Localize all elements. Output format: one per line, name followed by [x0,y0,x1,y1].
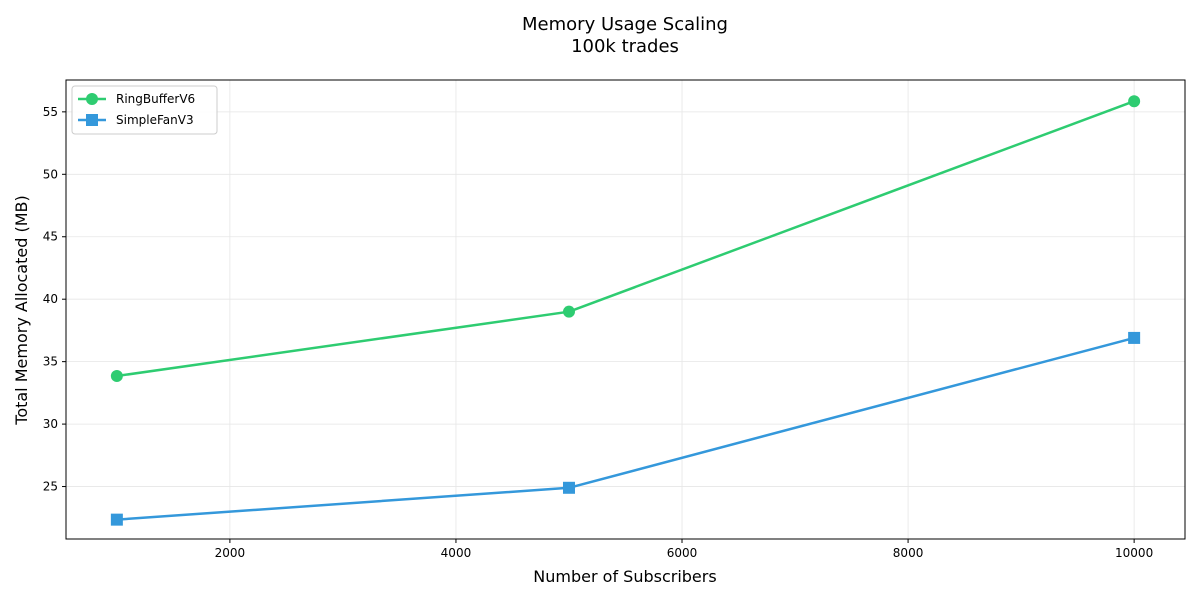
x-tick-label: 2000 [215,546,246,560]
y-tick-label: 45 [43,230,58,244]
x-axis-label: Number of Subscribers [533,567,716,586]
legend-box [71,85,218,135]
x-tick-label: 4000 [441,546,472,560]
y-axis-label: Total Memory Allocated (MB) [12,195,31,425]
axis-ticks: 2000 4000 6000 8000 10000 25 30 35 40 45 50 55 [43,105,1154,560]
series-ringbufferv6 [110,95,1141,383]
x-tick-label: 10000 [1115,546,1153,560]
grid-lines [66,80,1185,539]
series-lines [110,95,1141,526]
y-tick-label: 25 [43,480,58,494]
legend-marker [86,93,98,105]
data-point [562,481,575,494]
series-simplefanv3 [110,331,1141,526]
y-tick-label: 30 [43,417,58,431]
legend-item: SimpleFanV3 [78,113,194,127]
x-tick-label: 6000 [667,546,698,560]
y-tick-label: 35 [43,355,58,369]
y-tick-label: 55 [43,105,58,119]
data-point [110,370,123,383]
legend: RingBufferV6 SimpleFanV3 [71,85,218,135]
chart-subtitle: 100k trades [571,36,679,57]
data-point [1128,95,1141,108]
chart-title: Memory Usage Scaling [522,14,728,35]
legend-item: RingBufferV6 [78,92,195,106]
data-point [562,305,575,318]
x-tick-label: 8000 [893,546,924,560]
y-tick-label: 50 [43,167,58,181]
legend-marker [86,114,98,126]
y-tick-label: 40 [43,292,58,306]
legend-label: SimpleFanV3 [116,113,194,127]
plot-area-frame [65,79,1186,540]
data-point [1128,331,1141,344]
legend-label: RingBufferV6 [116,92,195,106]
data-point [110,513,123,526]
